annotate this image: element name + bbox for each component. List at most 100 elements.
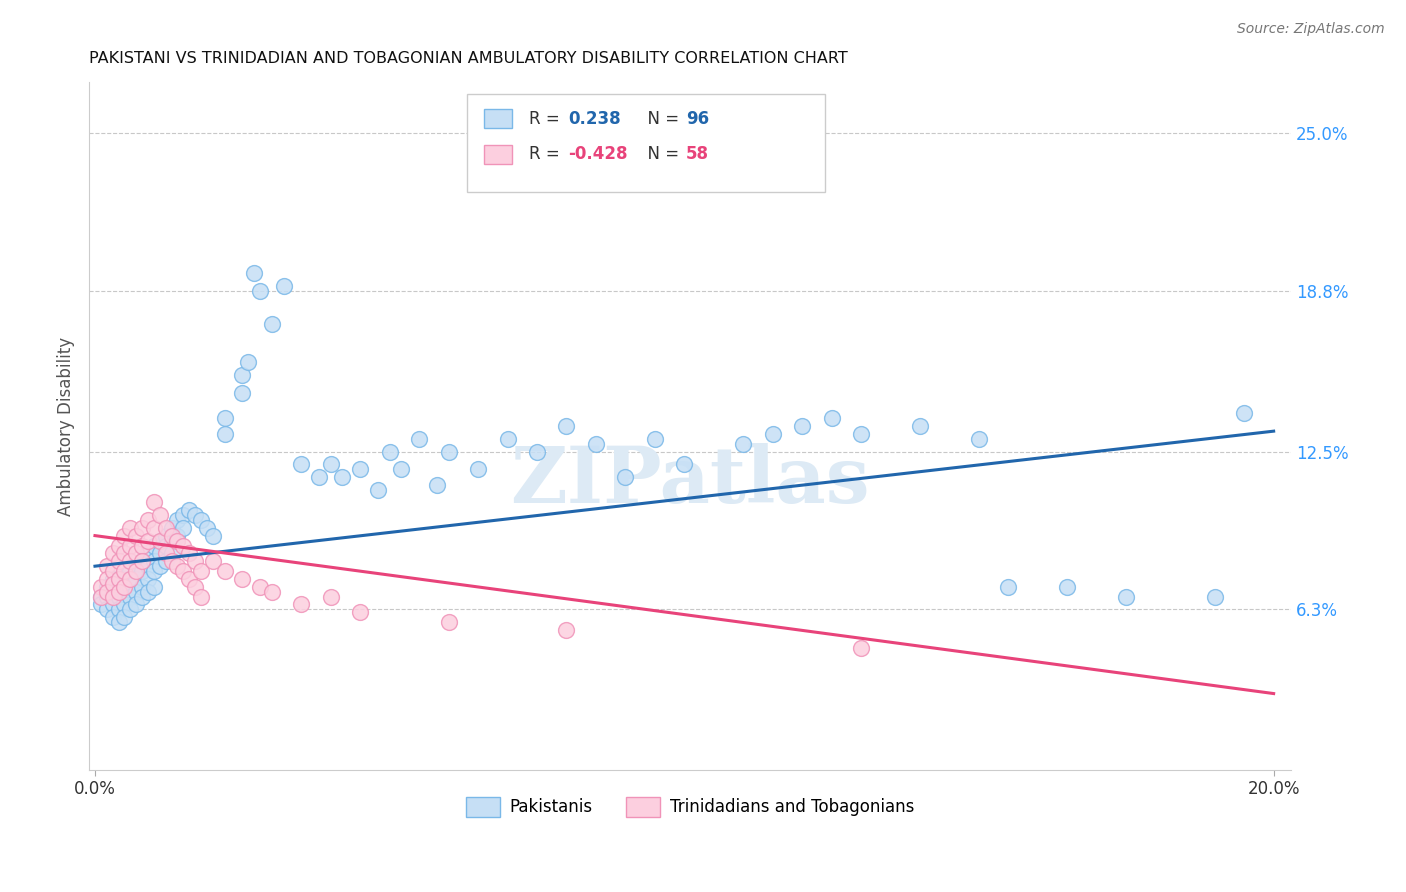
Point: [107, 602, 129, 616]
Point: [160, 533, 183, 548]
Point: [201, 528, 224, 542]
Point: [166, 528, 188, 542]
Point: [214, 411, 236, 425]
Point: [967, 432, 990, 446]
Point: [136, 546, 159, 560]
Point: [308, 470, 330, 484]
Point: [762, 426, 785, 441]
Point: [160, 528, 183, 542]
Point: [1233, 406, 1256, 420]
Point: [125, 559, 148, 574]
Point: [214, 564, 236, 578]
Text: N =: N =: [637, 145, 685, 163]
Point: [125, 546, 148, 560]
Point: [90, 598, 112, 612]
Text: PAKISTANI VS TRINIDADIAN AND TOBAGONIAN AMBULATORY DISABILITY CORRELATION CHART: PAKISTANI VS TRINIDADIAN AND TOBAGONIAN …: [89, 51, 848, 66]
Point: [184, 580, 207, 594]
Point: [112, 610, 135, 624]
Point: [733, 437, 755, 451]
Point: [120, 602, 142, 616]
Point: [149, 508, 172, 523]
Point: [136, 559, 159, 574]
Point: [290, 457, 312, 471]
Point: [555, 623, 578, 637]
Point: [96, 590, 118, 604]
Point: [166, 533, 188, 548]
Point: [112, 580, 135, 594]
Point: [792, 419, 814, 434]
Point: [101, 546, 124, 560]
Point: [849, 640, 872, 655]
Point: [437, 615, 460, 630]
Point: [555, 419, 578, 434]
Point: [112, 546, 135, 560]
Point: [107, 615, 129, 630]
Point: [155, 546, 177, 560]
Point: [142, 580, 165, 594]
Point: [149, 533, 172, 548]
Point: [120, 572, 142, 586]
Point: [96, 559, 118, 574]
Point: [125, 572, 148, 586]
Text: Source: ZipAtlas.com: Source: ZipAtlas.com: [1237, 22, 1385, 37]
Point: [136, 533, 159, 548]
Point: [426, 477, 449, 491]
Point: [319, 590, 342, 604]
Point: [131, 539, 153, 553]
Point: [160, 546, 183, 560]
Point: [131, 590, 153, 604]
Text: N =: N =: [637, 110, 685, 128]
Point: [125, 564, 148, 578]
Point: [231, 572, 253, 586]
Point: [997, 580, 1019, 594]
Point: [820, 411, 842, 425]
Point: [120, 590, 142, 604]
Point: [142, 521, 165, 535]
Point: [96, 584, 118, 599]
Point: [238, 355, 260, 369]
Text: 58: 58: [686, 145, 709, 163]
Point: [101, 564, 124, 578]
Point: [378, 444, 401, 458]
Point: [155, 521, 177, 535]
Point: [90, 590, 112, 604]
Point: [585, 437, 607, 451]
Point: [172, 521, 194, 535]
Point: [131, 521, 153, 535]
Text: R =: R =: [529, 110, 565, 128]
Point: [112, 572, 135, 586]
Point: [367, 483, 389, 497]
Point: [160, 554, 183, 568]
Point: [260, 584, 283, 599]
Point: [120, 554, 142, 568]
Point: [644, 432, 666, 446]
Point: [136, 584, 159, 599]
Point: [120, 539, 142, 553]
Point: [90, 580, 112, 594]
Point: [125, 598, 148, 612]
Point: [112, 598, 135, 612]
Point: [107, 590, 129, 604]
Point: [155, 528, 177, 542]
Point: [408, 432, 430, 446]
Point: [131, 554, 153, 568]
Point: [172, 508, 194, 523]
Point: [160, 521, 183, 535]
Point: [172, 564, 194, 578]
Point: [107, 572, 129, 586]
Point: [101, 572, 124, 586]
Point: [1056, 580, 1078, 594]
Point: [849, 426, 872, 441]
Point: [149, 533, 172, 548]
Point: [349, 605, 371, 619]
Point: [290, 598, 312, 612]
Point: [120, 564, 142, 578]
Point: [319, 457, 342, 471]
Point: [107, 554, 129, 568]
Point: [496, 432, 519, 446]
Point: [190, 564, 212, 578]
Point: [190, 513, 212, 527]
Text: 96: 96: [686, 110, 709, 128]
Point: [142, 554, 165, 568]
Point: [249, 580, 271, 594]
